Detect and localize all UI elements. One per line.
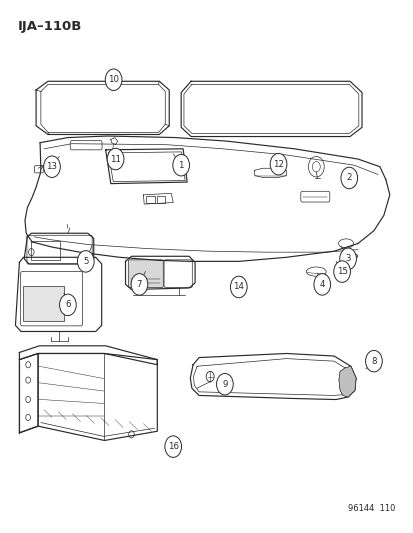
Polygon shape	[338, 366, 355, 397]
FancyBboxPatch shape	[128, 260, 163, 287]
Circle shape	[164, 436, 181, 457]
Circle shape	[105, 69, 122, 91]
Circle shape	[77, 251, 94, 272]
Text: 5: 5	[83, 257, 88, 266]
Text: 14: 14	[233, 282, 244, 292]
Circle shape	[333, 261, 350, 282]
Text: IJA–110B: IJA–110B	[18, 20, 82, 33]
Circle shape	[230, 276, 247, 298]
Text: 10: 10	[108, 75, 119, 84]
Circle shape	[340, 167, 357, 189]
Circle shape	[107, 148, 123, 170]
Text: 4: 4	[319, 280, 324, 289]
Text: 96144  110: 96144 110	[348, 504, 395, 513]
Text: 3: 3	[344, 254, 350, 263]
Text: 2: 2	[346, 173, 351, 182]
Circle shape	[216, 374, 233, 395]
Circle shape	[270, 154, 286, 175]
Text: 12: 12	[273, 160, 283, 168]
Circle shape	[365, 350, 381, 372]
Circle shape	[313, 273, 330, 295]
Circle shape	[339, 248, 356, 270]
Circle shape	[131, 273, 147, 295]
Circle shape	[59, 294, 76, 316]
FancyBboxPatch shape	[23, 286, 64, 321]
Circle shape	[172, 155, 189, 176]
Text: 9: 9	[222, 379, 227, 389]
Text: 15: 15	[336, 267, 347, 276]
Text: 11: 11	[110, 155, 121, 164]
Text: 6: 6	[65, 301, 71, 309]
Text: 7: 7	[136, 280, 142, 289]
Circle shape	[43, 156, 60, 177]
Text: 8: 8	[370, 357, 376, 366]
Text: 16: 16	[167, 442, 178, 451]
Text: 13: 13	[46, 162, 57, 171]
Text: 1: 1	[178, 160, 183, 169]
